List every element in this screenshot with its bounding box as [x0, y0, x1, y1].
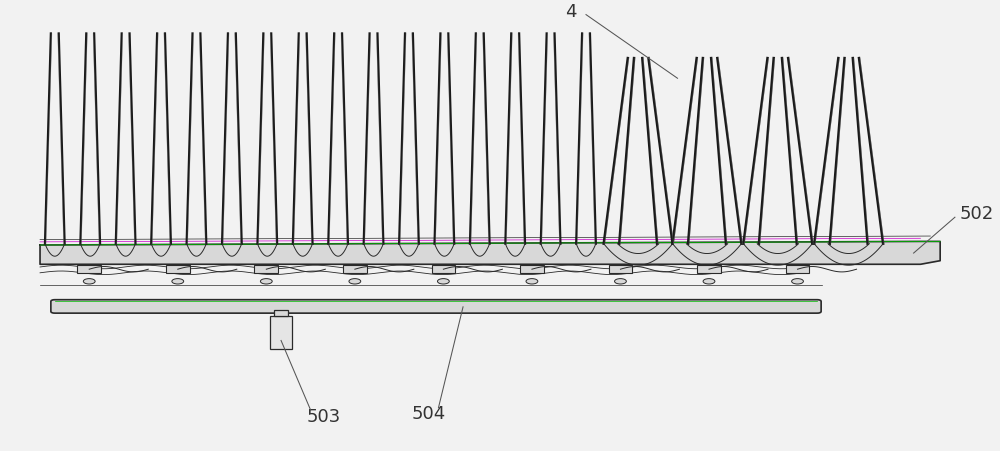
Circle shape [260, 279, 272, 284]
Bar [166, 265, 190, 273]
Circle shape [703, 279, 715, 284]
Text: 504: 504 [411, 405, 446, 423]
Bar [270, 316, 292, 350]
Bar [609, 265, 632, 273]
Bar [274, 310, 288, 316]
Circle shape [526, 279, 538, 284]
Circle shape [792, 279, 803, 284]
Bar [520, 265, 544, 273]
Text: 4: 4 [566, 3, 577, 21]
Circle shape [172, 279, 184, 284]
Bar [697, 265, 721, 273]
Bar [432, 265, 455, 273]
Bar [254, 265, 278, 273]
Bar [786, 265, 809, 273]
Text: 503: 503 [306, 408, 340, 426]
Bar [343, 265, 367, 273]
Circle shape [615, 279, 626, 284]
Bar [77, 265, 101, 273]
Circle shape [83, 279, 95, 284]
Text: 502: 502 [960, 205, 994, 223]
Circle shape [437, 279, 449, 284]
Circle shape [349, 279, 361, 284]
FancyBboxPatch shape [51, 300, 821, 313]
Polygon shape [40, 241, 940, 264]
